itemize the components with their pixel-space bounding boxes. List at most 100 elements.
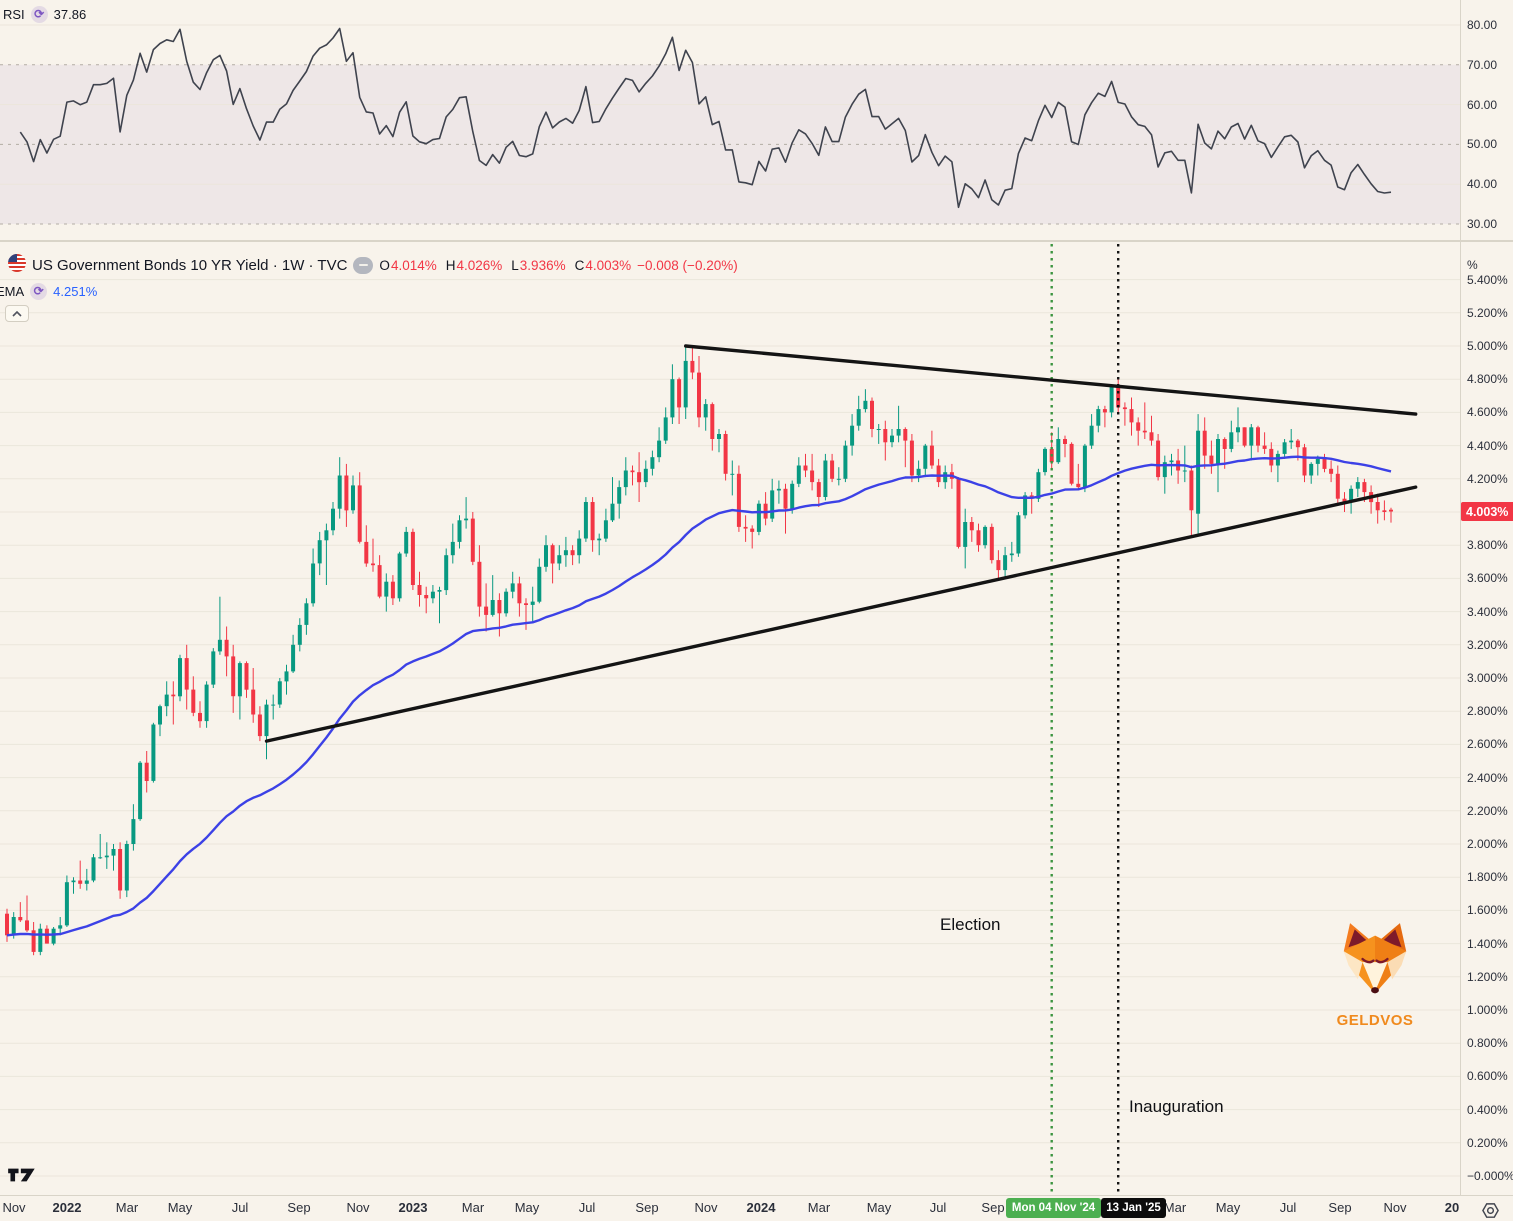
time-axis-label: Jul: [929, 1200, 947, 1215]
price-axis[interactable]: % 80.00 70.00 60.00 50.00 40.00 30.00 5.400% 5.…: [1460, 0, 1513, 1195]
candle: [304, 598, 309, 635]
last-price-tag: 4.003%: [1461, 502, 1513, 521]
candle: [1009, 541, 1014, 562]
rsi-label[interactable]: RSI: [3, 6, 25, 22]
ema-label[interactable]: EMA: [0, 283, 25, 299]
candle: [1156, 434, 1161, 481]
candle: [710, 402, 715, 451]
candle: [570, 545, 575, 566]
close-readout: C4.003%: [574, 257, 632, 273]
candle: [371, 538, 375, 572]
event-date-tag[interactable]: Mon 04 Nov '24: [1006, 1198, 1101, 1218]
candle: [191, 676, 196, 717]
candle: [1209, 440, 1214, 474]
time-axis-label: Nov: [2, 1200, 26, 1215]
minus-chip-icon[interactable]: [353, 256, 374, 274]
candle: [357, 472, 362, 544]
brand-name: GELDVOS: [1336, 1012, 1414, 1029]
ema-value: 4.251%: [53, 283, 98, 299]
election-annotation[interactable]: Election: [940, 915, 1001, 934]
price-axis-label: 3.400%: [1467, 604, 1508, 619]
trendline-lower-wedge-support[interactable]: [264, 485, 1418, 743]
candle: [650, 450, 655, 476]
candle: [424, 586, 429, 614]
candle: [64, 875, 69, 927]
candle: [776, 480, 781, 504]
candle: [830, 453, 835, 483]
candle: [1149, 415, 1154, 446]
pane-divider[interactable]: [0, 240, 1513, 242]
collapse-pane-button[interactable]: [5, 305, 29, 322]
candle: [597, 533, 602, 556]
candle: [1236, 407, 1240, 443]
low-readout: L3.936%: [511, 257, 566, 273]
candle: [111, 844, 116, 871]
price-axis-label: 3.000%: [1467, 670, 1508, 685]
candle: [410, 528, 415, 590]
price-axis-label: 2.200%: [1467, 803, 1508, 818]
candle: [796, 457, 801, 488]
candle: [490, 575, 495, 617]
candle: [510, 571, 515, 599]
candle: [903, 427, 908, 468]
us-flag-icon: [8, 253, 26, 277]
candle: [25, 895, 29, 932]
candle: [124, 840, 129, 898]
candle: [770, 478, 775, 522]
rsi-axis-label: 80.00: [1467, 18, 1498, 32]
candle: [344, 463, 349, 527]
candle: [231, 644, 236, 713]
candle: [1229, 420, 1234, 453]
price-axis-label: 1.000%: [1467, 1002, 1508, 1017]
candle: [1322, 453, 1327, 473]
candle: [544, 535, 548, 572]
candle: [71, 877, 76, 894]
candle: [856, 395, 861, 431]
candle: [836, 467, 841, 486]
price-axis-label: 3.200%: [1467, 637, 1508, 652]
hexagon-circle-icon[interactable]: [1481, 1201, 1500, 1221]
symbol-legend: US Government Bonds 10 YR Yield · 1W · T…: [8, 253, 738, 277]
candle: [643, 460, 648, 488]
symbol-title[interactable]: US Government Bonds 10 YR Yield · 1W · T…: [32, 256, 348, 274]
candle: [244, 661, 249, 698]
price-axis-label: 4.600%: [1467, 405, 1508, 420]
rsi-pane: [0, 24, 1460, 225]
chevron-up-icon: [12, 310, 22, 317]
price-axis-label: −0.000%: [1467, 1168, 1513, 1183]
time-axis-label: Sep: [287, 1200, 311, 1215]
tradingview-logo[interactable]: [7, 1166, 37, 1189]
candle: [198, 701, 202, 728]
candle: [890, 429, 894, 448]
ema-legend: EMA ⟳ 4.251%: [0, 282, 97, 300]
candle: [277, 678, 282, 708]
trendline-upper-wedge-resistance[interactable]: [684, 344, 1418, 416]
refresh-icon[interactable]: ⟳: [30, 282, 48, 300]
candle: [883, 420, 888, 461]
candle: [1069, 442, 1074, 486]
time-axis[interactable]: Nov 2022 Mar May Jul Sep Nov 2023 Mar May Jul Sep No…: [0, 1195, 1513, 1221]
candle: [803, 453, 808, 478]
candle: [31, 922, 36, 956]
inauguration-annotation[interactable]: Inauguration: [1129, 1097, 1224, 1116]
candle: [217, 596, 222, 655]
candle: [730, 460, 735, 496]
candle: [144, 751, 149, 793]
candle: [224, 626, 229, 677]
candle: [118, 842, 123, 899]
event-date-tag[interactable]: 13 Jan '25: [1101, 1198, 1166, 1218]
candle: [943, 465, 948, 489]
candle: [1162, 455, 1167, 494]
candle: [969, 517, 974, 542]
refresh-icon[interactable]: ⟳: [30, 5, 48, 23]
candle: [291, 634, 296, 673]
candle: [936, 458, 941, 488]
candle: [1249, 424, 1254, 461]
candle: [563, 536, 568, 567]
candle: [1315, 455, 1320, 476]
price-axis-border: [1460, 0, 1461, 1195]
candle: [184, 644, 189, 710]
time-axis-border: [0, 1195, 1513, 1196]
ema-line[interactable]: [6, 455, 1392, 937]
